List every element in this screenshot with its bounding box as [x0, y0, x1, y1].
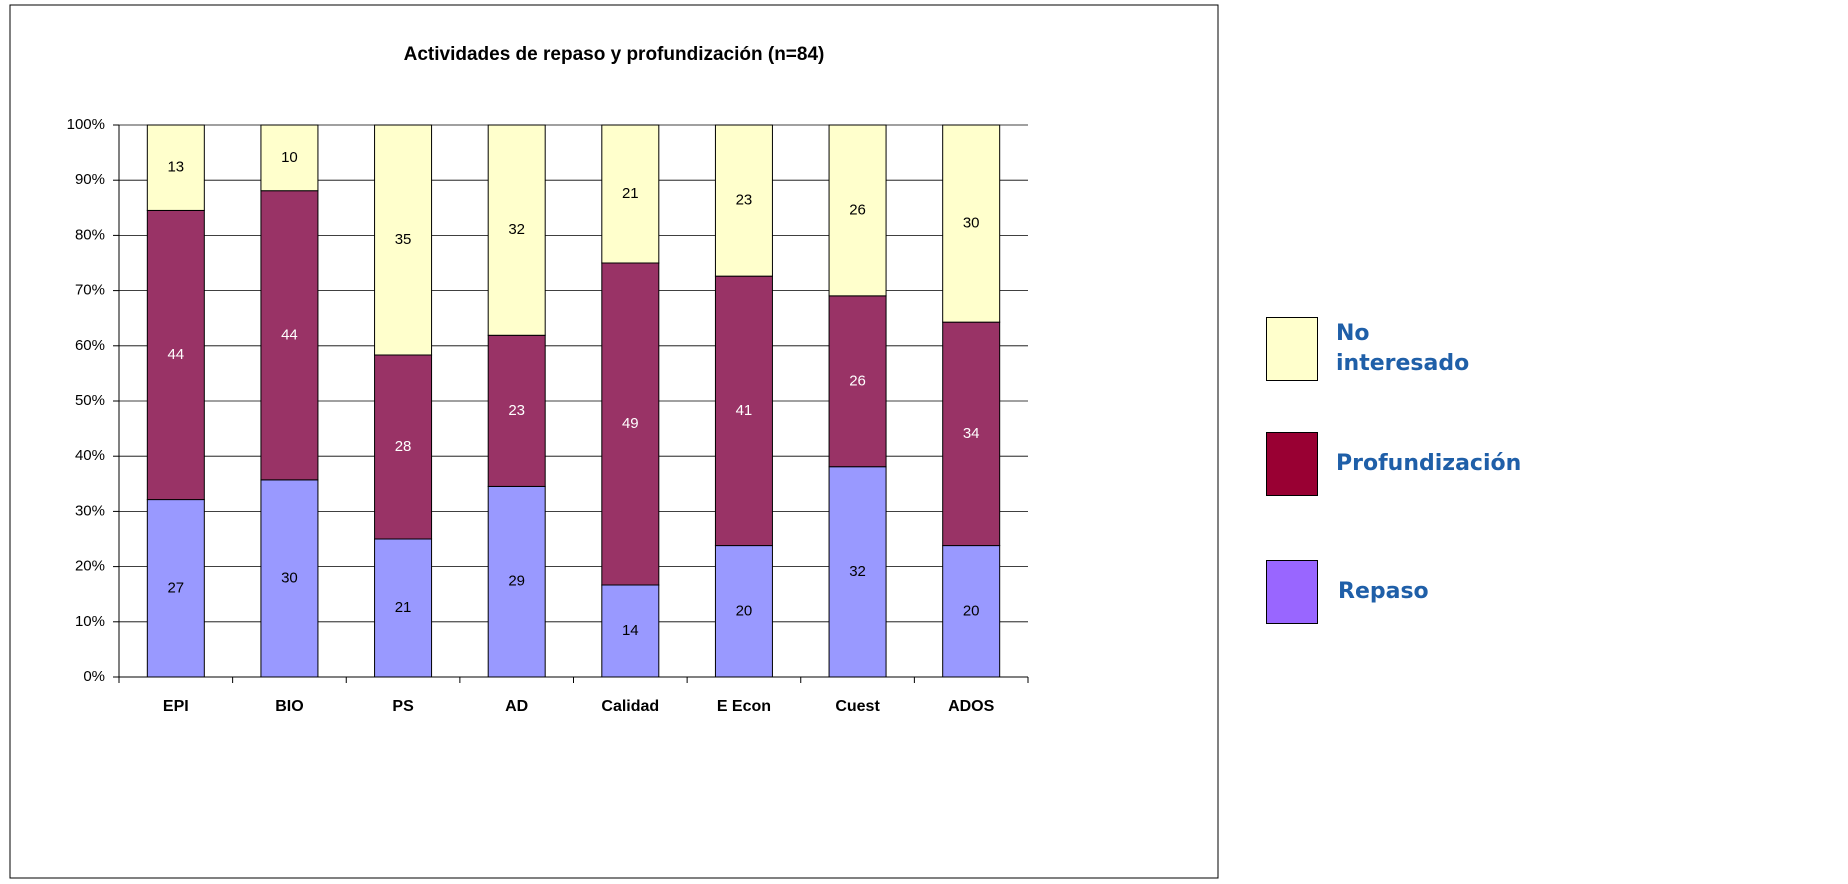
bar-segment [601, 584, 660, 678]
data-label: 10 [281, 149, 298, 166]
bar-segment [601, 262, 660, 586]
bar-segment [260, 190, 319, 481]
x-tick-label: E Econ [717, 698, 771, 715]
y-tick-label: 100% [67, 116, 105, 133]
y-tick-label: 60% [75, 337, 105, 354]
y-tick-label: 40% [75, 447, 105, 464]
data-label: 34 [963, 425, 980, 442]
data-label: 27 [167, 579, 184, 596]
chart-title: Actividades de repaso y profundización (… [404, 44, 825, 65]
y-tick-label: 10% [75, 613, 105, 630]
bar-segment [374, 354, 433, 540]
data-label: 14 [622, 622, 639, 639]
data-label: 49 [622, 415, 639, 432]
bar-segment [714, 545, 773, 678]
y-tick-label: 80% [75, 226, 105, 243]
x-tick-label: Cuest [835, 698, 880, 715]
x-tick-label: AD [505, 698, 528, 715]
bar-segment [942, 321, 1001, 547]
bar-segment [942, 545, 1001, 678]
data-label: 30 [281, 569, 298, 586]
y-tick-label: 50% [75, 392, 105, 409]
bar-segment [601, 124, 660, 264]
data-label: 23 [508, 402, 525, 419]
legend-swatch [1266, 317, 1318, 381]
x-tick-label: PS [392, 698, 414, 715]
bar-segment [487, 485, 546, 678]
bar-segment [260, 479, 319, 678]
y-tick-label: 20% [75, 558, 105, 575]
bar-segment [828, 124, 887, 297]
x-tick-label: Calidad [601, 698, 659, 715]
data-label: 35 [395, 231, 412, 248]
data-label: 28 [395, 438, 412, 455]
x-tick-label: ADOS [948, 698, 995, 715]
y-tick-label: 0% [83, 668, 105, 685]
y-tick-label: 30% [75, 502, 105, 519]
y-tick-label: 90% [75, 171, 105, 188]
x-tick-label: EPI [163, 698, 189, 715]
legend-label: No interesado [1336, 321, 1470, 376]
data-label: 44 [281, 326, 298, 343]
legend-label: Profundización [1336, 451, 1522, 476]
y-tick-label: 70% [75, 282, 105, 299]
data-label: 32 [508, 221, 525, 238]
legend-label: Repaso [1338, 579, 1429, 604]
bar-segment [146, 499, 205, 678]
bar-segment [487, 124, 546, 336]
bar-segment [714, 124, 773, 277]
data-label: 20 [963, 602, 980, 619]
data-label: 29 [508, 573, 525, 590]
bar-segment [942, 124, 1001, 323]
data-label: 41 [736, 402, 753, 419]
legend-swatch [1266, 560, 1318, 624]
bar-segment [260, 124, 319, 192]
bar-segment [374, 538, 433, 678]
bar-segment [374, 124, 433, 356]
data-label: 26 [849, 201, 866, 218]
bar-segment [714, 275, 773, 547]
data-label: 32 [849, 563, 866, 580]
data-label: 44 [167, 346, 184, 363]
x-tick-label: BIO [275, 698, 303, 715]
bar-segment [146, 124, 205, 211]
data-label: 30 [963, 215, 980, 232]
data-label: 26 [849, 372, 866, 389]
bar-segment [146, 209, 205, 501]
data-label: 21 [622, 185, 639, 202]
data-label: 13 [167, 159, 184, 176]
bar-segment [487, 334, 546, 487]
data-label: 21 [395, 599, 412, 616]
legend-swatch [1266, 432, 1318, 496]
data-label: 20 [736, 602, 753, 619]
data-label: 23 [736, 192, 753, 209]
